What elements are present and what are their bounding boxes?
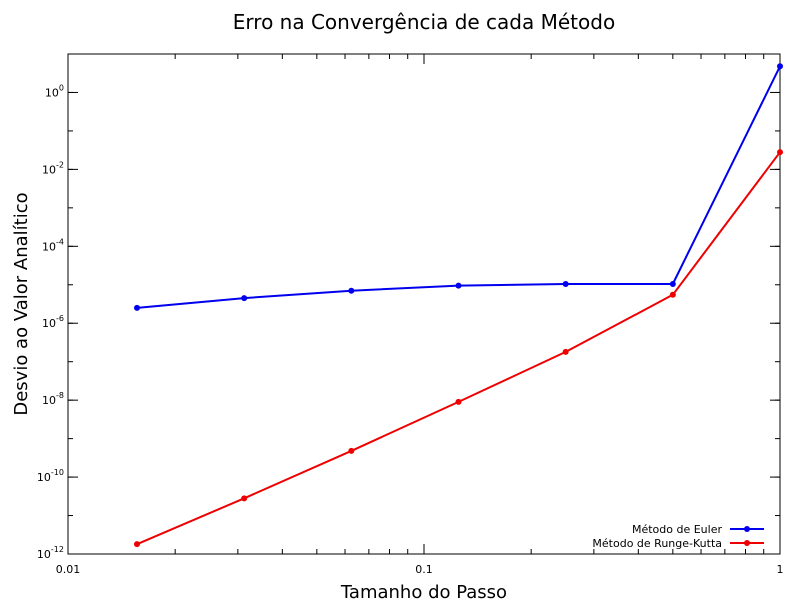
legend-swatch-marker <box>744 526 750 532</box>
data-point <box>455 282 462 289</box>
legend-item: Método de Runge-Kutta <box>592 537 764 550</box>
y-tick-label: 10-2 <box>42 160 64 176</box>
series-layer <box>133 63 783 548</box>
x-tick-label: 1 <box>777 563 784 576</box>
data-point <box>133 304 140 311</box>
data-point <box>669 291 676 298</box>
data-point <box>241 495 248 502</box>
major-ticks <box>67 54 781 555</box>
chart-title: Erro na Convergência de cada Método <box>233 10 615 34</box>
data-point <box>348 287 355 294</box>
series-2 <box>133 149 783 548</box>
data-point <box>348 447 355 454</box>
legend-label: Método de Euler <box>632 523 723 536</box>
y-tick-label: 10-10 <box>37 468 64 484</box>
y-tick-label: 10-12 <box>37 545 64 561</box>
series-line <box>136 65 781 309</box>
data-point <box>562 280 569 287</box>
data-point <box>562 348 569 355</box>
data-point <box>133 541 140 548</box>
y-tick-label: 10-8 <box>42 391 64 407</box>
data-point <box>455 398 462 405</box>
data-point <box>669 280 676 287</box>
data-point <box>241 295 248 302</box>
data-point <box>777 149 783 156</box>
y-tick-label: 10-6 <box>42 314 64 330</box>
x-tick-label: 0.1 <box>415 563 433 576</box>
series-line <box>136 151 781 546</box>
x-tick-labels: 0.01 0.1 1 <box>56 563 784 576</box>
x-axis-label: Tamanho do Passo <box>340 582 507 600</box>
legend-label: Método de Runge-Kutta <box>592 537 722 550</box>
series-1 <box>133 63 783 311</box>
y-tick-labels: 10-12 10-10 10-8 10-6 10-4 10-2 100 <box>37 83 64 561</box>
y-tick-label: 10-4 <box>42 237 64 253</box>
legend-item: Método de Euler <box>632 523 764 536</box>
minor-ticks <box>68 54 780 554</box>
data-point <box>777 63 783 70</box>
y-axis-label: Desvio ao Valor Analítico <box>11 192 32 415</box>
legend-swatch-marker <box>744 540 750 546</box>
x-tick-label: 0.01 <box>56 563 81 576</box>
y-tick-label: 100 <box>45 83 64 99</box>
